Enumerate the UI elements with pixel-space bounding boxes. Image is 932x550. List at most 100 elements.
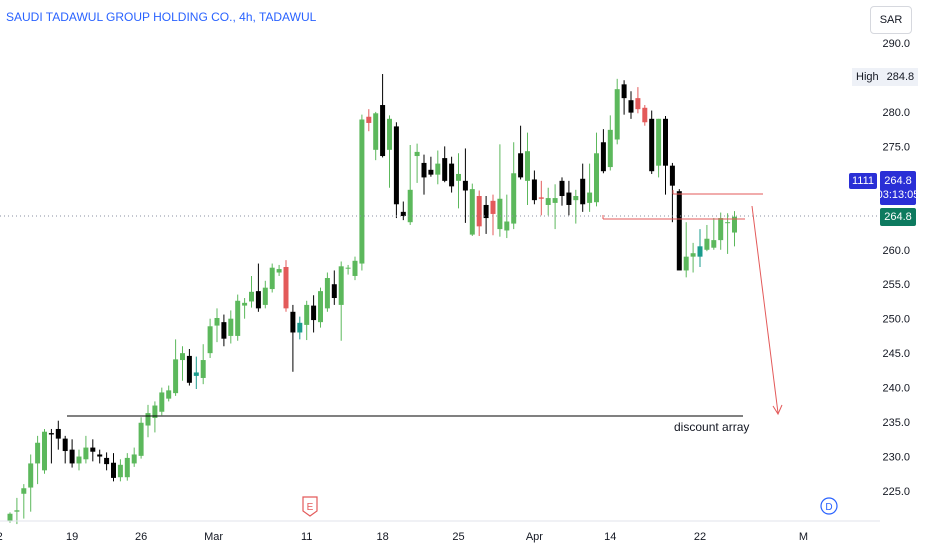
- candle[interactable]: [642, 105, 648, 126]
- candle[interactable]: [456, 153, 461, 209]
- candle[interactable]: [600, 129, 606, 174]
- candle[interactable]: [635, 87, 641, 114]
- candle[interactable]: [421, 154, 427, 195]
- candle[interactable]: [297, 316, 303, 340]
- candle[interactable]: [276, 264, 282, 276]
- candle[interactable]: [711, 218, 717, 250]
- candle[interactable]: [725, 213, 731, 254]
- candle[interactable]: [683, 222, 689, 278]
- candle[interactable]: [414, 143, 420, 183]
- candle[interactable]: [490, 194, 496, 236]
- candle[interactable]: [145, 404, 151, 438]
- candle[interactable]: [428, 156, 434, 177]
- candle[interactable]: [732, 211, 737, 247]
- candle[interactable]: [373, 111, 379, 161]
- candle[interactable]: [193, 356, 199, 389]
- candle[interactable]: [124, 453, 130, 481]
- candle[interactable]: [214, 308, 220, 343]
- candle[interactable]: [380, 74, 386, 158]
- candle[interactable]: [35, 435, 41, 485]
- candle[interactable]: [690, 242, 696, 273]
- candle[interactable]: [131, 447, 137, 467]
- candle[interactable]: [304, 300, 310, 341]
- dividend-event-icon[interactable]: [820, 497, 838, 515]
- candle[interactable]: [359, 114, 365, 271]
- candle[interactable]: [283, 260, 289, 312]
- candle[interactable]: [352, 256, 358, 281]
- candle[interactable]: [290, 304, 296, 372]
- candle[interactable]: [331, 270, 337, 305]
- candle[interactable]: [83, 435, 89, 464]
- candle[interactable]: [97, 449, 103, 464]
- candle[interactable]: [152, 401, 158, 433]
- candle[interactable]: [62, 435, 68, 464]
- candle[interactable]: [587, 163, 593, 212]
- candle[interactable]: [324, 272, 330, 312]
- candle[interactable]: [255, 263, 261, 312]
- candle[interactable]: [545, 187, 551, 216]
- candle[interactable]: [628, 91, 634, 119]
- candle[interactable]: [518, 125, 524, 180]
- candle[interactable]: [676, 189, 682, 271]
- candle[interactable]: [525, 132, 530, 205]
- earnings-event-icon[interactable]: [302, 496, 318, 517]
- candle[interactable]: [483, 196, 489, 234]
- candle[interactable]: [552, 184, 558, 230]
- candle[interactable]: [138, 417, 144, 459]
- currency-button[interactable]: SAR: [870, 6, 912, 34]
- candle[interactable]: [566, 180, 572, 216]
- candle[interactable]: [104, 452, 110, 471]
- candle[interactable]: [76, 449, 82, 471]
- candle[interactable]: [704, 224, 710, 252]
- candle[interactable]: [656, 118, 662, 178]
- candle[interactable]: [318, 287, 323, 328]
- candle[interactable]: [538, 180, 544, 216]
- candle[interactable]: [249, 275, 254, 308]
- candle[interactable]: [117, 459, 123, 482]
- candle[interactable]: [338, 261, 344, 341]
- candle[interactable]: [442, 146, 448, 183]
- candle[interactable]: [531, 170, 537, 205]
- candle[interactable]: [511, 142, 517, 230]
- candle[interactable]: [48, 428, 54, 464]
- candle[interactable]: [235, 294, 241, 341]
- candle[interactable]: [559, 177, 565, 206]
- candle[interactable]: [607, 115, 613, 171]
- candle[interactable]: [393, 122, 399, 219]
- candle[interactable]: [621, 80, 627, 115]
- candle[interactable]: [166, 385, 172, 402]
- candle[interactable]: [186, 349, 192, 386]
- candle[interactable]: [469, 183, 475, 236]
- candle[interactable]: [504, 194, 510, 239]
- candle[interactable]: [311, 295, 317, 333]
- candle[interactable]: [400, 201, 406, 221]
- candle[interactable]: [90, 439, 96, 462]
- candle[interactable]: [173, 339, 179, 396]
- candle[interactable]: [497, 144, 503, 237]
- candle[interactable]: [669, 162, 675, 223]
- candle[interactable]: [221, 314, 227, 347]
- candle[interactable]: [262, 280, 268, 309]
- candle[interactable]: [697, 229, 703, 267]
- candle[interactable]: [476, 190, 482, 236]
- candle[interactable]: [180, 346, 185, 381]
- candle[interactable]: [55, 420, 61, 450]
- candle[interactable]: [718, 212, 724, 250]
- candle[interactable]: [69, 439, 75, 468]
- candle[interactable]: [200, 344, 206, 385]
- candle[interactable]: [449, 156, 455, 193]
- candle[interactable]: [462, 148, 468, 223]
- candle[interactable]: [228, 310, 234, 344]
- candle[interactable]: [242, 298, 248, 319]
- candle[interactable]: [649, 110, 655, 174]
- candle[interactable]: [614, 78, 620, 145]
- candle[interactable]: [159, 387, 165, 416]
- candle[interactable]: [580, 163, 586, 212]
- candle[interactable]: [407, 145, 413, 225]
- candle[interactable]: [14, 497, 20, 525]
- candle[interactable]: [435, 150, 441, 185]
- candle[interactable]: [387, 115, 392, 188]
- projection-arrow-shaft[interactable]: [751, 205, 779, 414]
- candle[interactable]: [111, 453, 116, 482]
